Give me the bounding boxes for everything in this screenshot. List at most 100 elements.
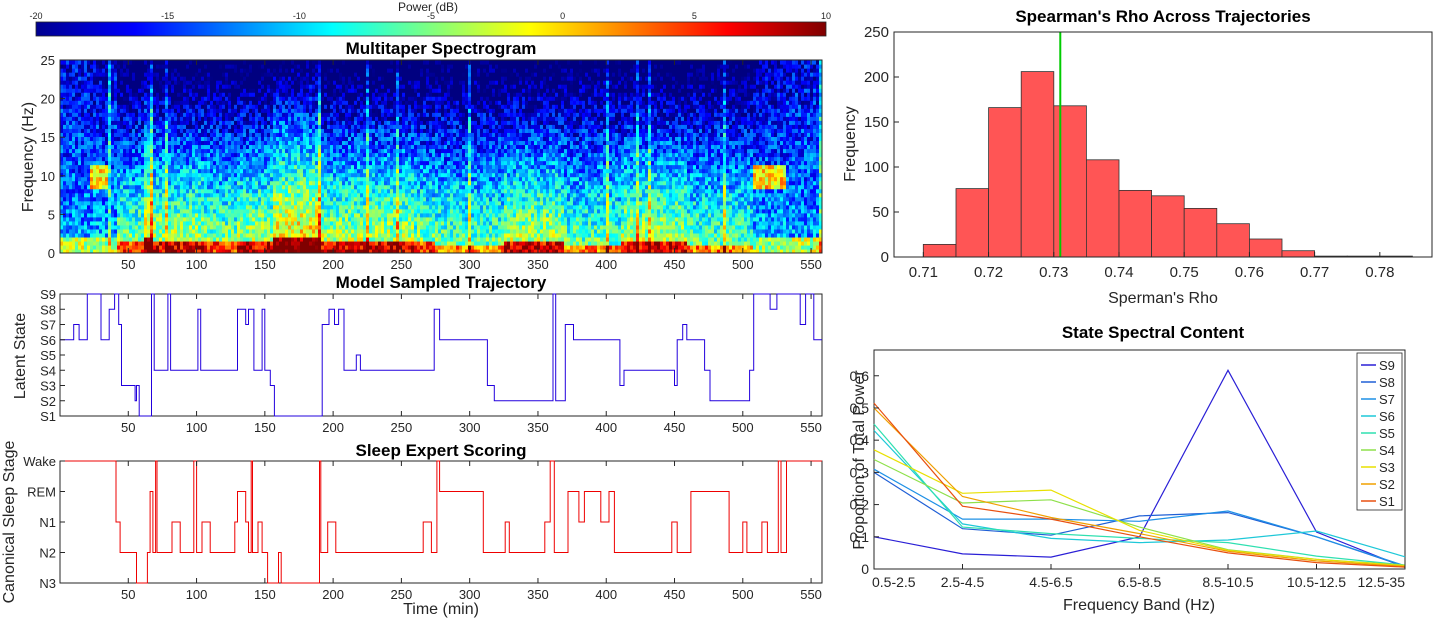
spectrogram-cell bbox=[132, 88, 136, 93]
spectrogram-cell bbox=[294, 88, 298, 93]
spectrogram-cell bbox=[219, 204, 223, 210]
spectrogram-cell bbox=[114, 184, 118, 190]
spectrogram-cell bbox=[228, 176, 232, 182]
spectrogram-cell bbox=[153, 156, 157, 162]
spectrogram-cell bbox=[135, 132, 139, 137]
spectrogram-cell bbox=[267, 168, 271, 174]
spectrogram-cell bbox=[84, 60, 88, 65]
spectrogram-cell bbox=[138, 164, 142, 170]
spectrogram-cell bbox=[225, 112, 229, 117]
spectrogram-cell bbox=[123, 60, 127, 65]
spectrogram-cell bbox=[198, 112, 202, 117]
spectrogram-cell bbox=[258, 192, 262, 198]
spectrogram-cell bbox=[75, 60, 79, 65]
spectrogram-cell bbox=[144, 148, 148, 154]
spectrogram-cell bbox=[255, 88, 259, 93]
spectrogram-cell bbox=[198, 104, 202, 109]
spectrogram-cell bbox=[162, 144, 166, 150]
spectrogram-cell bbox=[138, 188, 142, 194]
spectrogram-cell bbox=[303, 156, 307, 162]
spectrogram-cell bbox=[234, 68, 238, 73]
spectrogram-cell bbox=[177, 96, 181, 101]
spectrogram-cell bbox=[219, 124, 223, 129]
spectrogram-cell bbox=[105, 68, 109, 73]
spectrogram-cell bbox=[75, 160, 79, 166]
spectrogram-cell bbox=[249, 232, 253, 238]
spectrogram-cell bbox=[96, 132, 100, 137]
spectrogram-cell bbox=[204, 236, 208, 242]
spectrogram-cell bbox=[84, 248, 88, 253]
spectrogram-cell bbox=[300, 164, 304, 170]
spectrogram-cell bbox=[246, 156, 250, 162]
spectrogram-cell bbox=[63, 240, 67, 246]
spectrogram-cell bbox=[153, 220, 157, 226]
spectrogram-cell bbox=[249, 204, 253, 210]
spectrogram-cell bbox=[303, 100, 307, 105]
spectrogram-cell bbox=[123, 140, 127, 146]
spectrogram-cell bbox=[273, 76, 277, 81]
spectrogram-cell bbox=[147, 164, 151, 170]
spectrogram-cell bbox=[288, 112, 292, 117]
spectrogram-cell bbox=[99, 216, 103, 222]
spectrogram-cell bbox=[141, 236, 145, 242]
spectrogram-cell bbox=[201, 148, 205, 154]
spectrogram-cell bbox=[216, 236, 220, 242]
spectrogram-cell bbox=[168, 76, 172, 81]
spectrogram-cell bbox=[126, 140, 130, 146]
spectrogram-cell bbox=[210, 128, 214, 133]
spectrogram-cell bbox=[258, 224, 262, 230]
spectrogram-cell bbox=[63, 208, 67, 214]
spectrogram-cell bbox=[135, 76, 139, 81]
spectrogram-cell bbox=[162, 180, 166, 186]
spectrogram-cell bbox=[207, 100, 211, 105]
spectrogram-cell bbox=[234, 204, 238, 210]
spectrogram-cell bbox=[63, 80, 67, 85]
spectrogram-cell bbox=[249, 176, 253, 182]
spectrogram-cell bbox=[72, 148, 76, 154]
spectrogram-cell bbox=[285, 176, 289, 182]
spectrogram-cell bbox=[201, 176, 205, 182]
spectrogram-cell bbox=[261, 236, 265, 242]
spectrogram-cell bbox=[177, 104, 181, 109]
spectrogram-cell bbox=[126, 152, 130, 158]
spectrogram-cell bbox=[237, 180, 241, 186]
spectrogram-cell bbox=[186, 124, 190, 129]
spectrogram-cell bbox=[198, 200, 202, 206]
spectrogram-cell bbox=[219, 72, 223, 77]
spectrogram-cell bbox=[129, 104, 133, 109]
spectrogram-cell bbox=[72, 156, 76, 162]
spectrogram-cell bbox=[105, 88, 109, 93]
spectrogram-cell bbox=[228, 196, 232, 202]
spectrogram-cell bbox=[150, 184, 154, 190]
spectrogram-cell bbox=[186, 68, 190, 73]
spectrogram-cell bbox=[255, 236, 259, 242]
spectrogram-cell bbox=[261, 228, 265, 234]
spectrogram-cell bbox=[63, 160, 67, 166]
spectrogram-cell bbox=[198, 152, 202, 158]
spectrogram-cell bbox=[207, 212, 211, 218]
spectrogram-cell bbox=[285, 192, 289, 198]
spectrogram-cell bbox=[198, 84, 202, 89]
spectrogram-cell bbox=[120, 132, 124, 137]
spectrogram-cell bbox=[90, 212, 94, 218]
spectrogram-cell bbox=[165, 232, 169, 238]
spectrogram-cell bbox=[249, 96, 253, 101]
spectrogram-cell bbox=[273, 116, 277, 121]
spectrogram-cell bbox=[174, 248, 178, 253]
spectrogram-cell bbox=[135, 200, 139, 206]
spectrogram-cell bbox=[93, 136, 97, 142]
spectrogram-cell bbox=[282, 60, 286, 65]
spectrogram-cell bbox=[135, 224, 139, 230]
spectrogram-cell bbox=[219, 236, 223, 242]
spectrogram-cell bbox=[204, 76, 208, 81]
spectrogram-cell bbox=[96, 216, 100, 222]
spectrogram-cell bbox=[246, 148, 250, 154]
spectrogram-cell bbox=[171, 128, 175, 133]
spectrogram-cell bbox=[102, 64, 106, 69]
spectrogram-cell bbox=[189, 84, 193, 89]
spectrogram-cell bbox=[135, 240, 139, 246]
spectrogram-cell bbox=[162, 172, 166, 178]
spectrogram-cell bbox=[207, 200, 211, 206]
spectrogram-cell bbox=[186, 112, 190, 117]
spectrogram-cell bbox=[276, 124, 280, 129]
